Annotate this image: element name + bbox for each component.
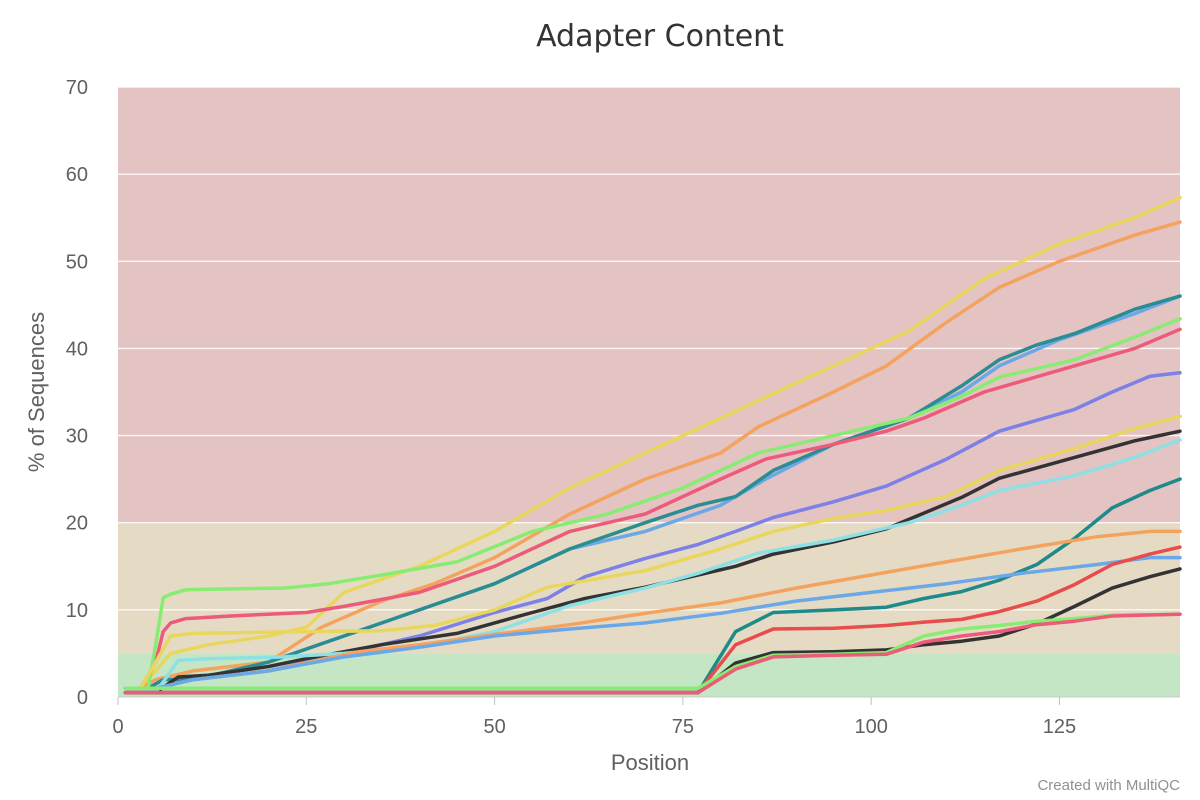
credit-text[interactable]: Created with MultiQC <box>1037 777 1180 794</box>
series-line-7[interactable] <box>123 327 1182 691</box>
series-line-13[interactable] <box>123 555 1182 691</box>
band-0 <box>118 87 1180 523</box>
series-line-9[interactable] <box>123 414 1182 691</box>
x-tick-label: 0 <box>112 716 123 738</box>
x-tick-label: 25 <box>295 716 317 738</box>
x-tick-label: 125 <box>1043 716 1076 738</box>
y-tick-label: 30 <box>66 426 88 448</box>
x-axis-label: Position <box>611 750 689 775</box>
series-line-11[interactable] <box>123 438 1182 695</box>
series-line-6[interactable] <box>123 317 1182 691</box>
x-tick-label: 100 <box>855 716 888 738</box>
series-line-2[interactable] <box>123 220 1182 691</box>
y-tick-label: 10 <box>66 600 88 622</box>
y-tick-label: 70 <box>66 77 88 99</box>
y-tick-label: 60 <box>66 164 88 186</box>
y-tick-label: 50 <box>66 251 88 273</box>
series-line-1[interactable] <box>123 195 1182 691</box>
y-tick-label: 0 <box>77 687 88 709</box>
series-line-17[interactable] <box>123 612 1182 695</box>
series-line-10[interactable] <box>123 429 1182 695</box>
axes: 0 10 20 30 40 50 60 70 0 25 50 75 100 125 <box>66 77 1180 738</box>
x-tick-label: 75 <box>672 716 694 738</box>
y-axis-label: % of Sequences <box>24 312 49 472</box>
y-tick-label: 40 <box>66 338 88 360</box>
chart-title: Adapter Content <box>536 19 784 54</box>
y-tick-label: 20 <box>66 513 88 535</box>
series-lines <box>123 195 1182 695</box>
x-tick-label: 50 <box>483 716 505 738</box>
